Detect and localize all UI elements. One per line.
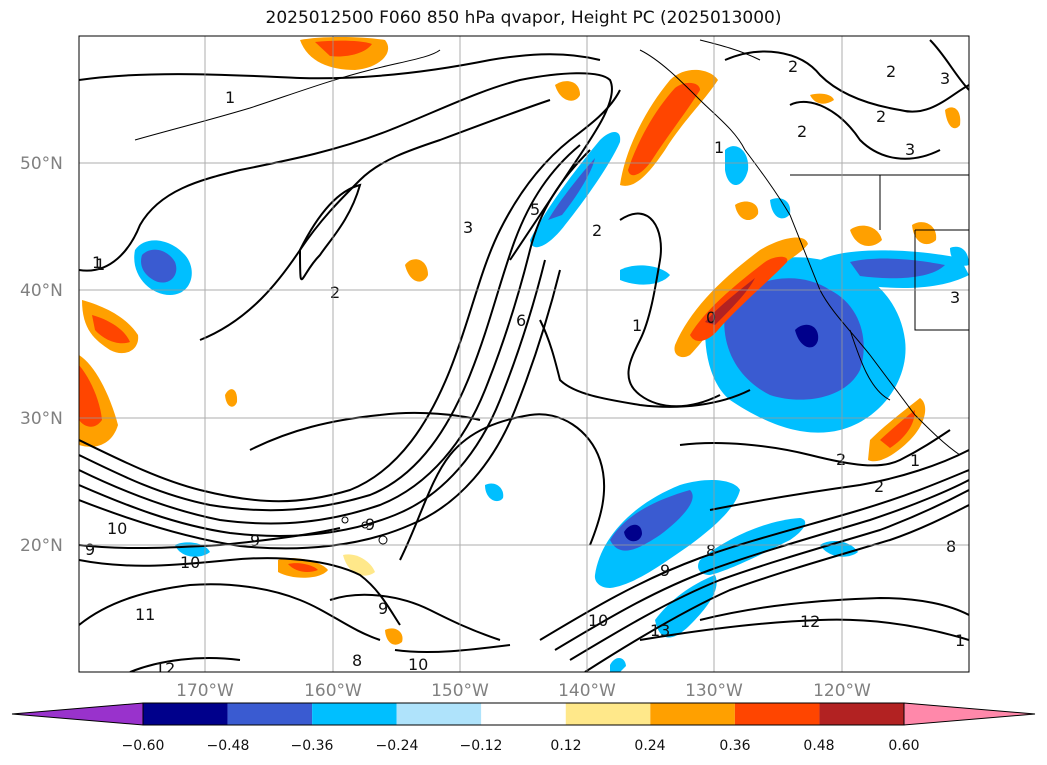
colorbar-frame [142,702,905,726]
contour-label: 1 [225,88,235,107]
lat-label: 30°N [20,409,63,429]
gridlines [79,36,969,672]
contour-label: 11 [135,605,155,624]
contour-label: 1 [714,138,724,157]
colorbar-tick-label: −0.60 [122,738,165,754]
colorbar-tick-label: 0.24 [634,738,665,754]
lat-label: 50°N [20,154,63,174]
colorbar-segment [819,703,904,725]
contour-label: 10 [180,553,200,572]
coastlines [134,39,969,545]
colorbar-segment [565,703,651,725]
lon-label: 170°W [176,681,234,701]
contour-label: 3 [905,140,915,159]
colorbar-segment [734,703,820,725]
map-panel: 1 2 3 5 6 2 1 0 2 3 2 2 1 3 2 3 1 2 1 10 [78,35,970,678]
contour-label: 3 [950,288,960,307]
colorbar-extend-high [903,702,1036,726]
colorbar-segment [227,703,313,725]
colorbar-tick-label: 0.60 [888,738,919,754]
map-title: 2025012500 F060 850 hPa qvapor, Height P… [265,8,782,28]
contour-label: 8 [946,537,956,556]
contour-label: 6 [516,311,526,330]
lat-label: 20°N [20,536,63,556]
lon-label: 160°W [304,681,362,701]
colorbar-tick-label: 0.48 [803,738,834,754]
lon-label: 130°W [685,681,743,701]
colorbar-ticks: −0.60 −0.48 −0.36 −0.24 −0.12 0.12 0.24 … [122,738,920,754]
contour-label: 12 [155,659,175,678]
contour-label: 10 [408,655,428,674]
lat-label: 40°N [20,281,63,301]
contour-label: 2 [797,122,807,141]
contour-label: 9 [365,515,375,534]
contour-labels: 1 2 3 5 6 2 1 0 2 3 2 2 1 3 2 3 1 2 1 10 [85,57,965,678]
colorbar-segment [143,703,228,725]
contour-label: 10 [107,519,127,538]
colorbar-extend-low [11,702,144,726]
colorbar-segment [312,703,397,725]
contour-label: 0 [706,308,716,327]
contour-label: 2 [330,283,340,302]
contour-label: 13 [650,621,670,640]
contour-label: 3 [463,218,473,237]
contour-label: 3 [940,69,950,88]
contour-label: 8 [352,651,362,670]
contour-label: 2 [886,62,896,81]
lon-label: 150°W [431,681,489,701]
contour-label: 1 [95,255,105,274]
contour-label: 9 [378,599,388,618]
qvapor-shading [79,37,969,672]
contour-label: 2 [788,57,798,76]
colorbar-tick-label: −0.48 [207,738,250,754]
longitude-labels: 170°W 160°W 150°W 140°W 130°W 120°W [176,681,871,701]
contour-label: 9 [250,531,260,550]
contour-label: 1 [92,253,102,272]
contour-label: 9 [85,540,95,559]
colorbar-segment [396,703,482,725]
latitude-labels: 50°N 40°N 30°N 20°N [20,154,63,556]
contour-label: 12 [800,612,820,631]
lon-label: 140°W [558,681,616,701]
lon-label: 120°W [813,681,871,701]
contour-label: 2 [874,477,884,496]
colorbar-tick-label: 0.36 [719,738,750,754]
colorbar-segments [11,702,1036,726]
colorbar-segment [481,703,566,725]
colorbar-segment [650,703,735,725]
colorbar-tick-label: −0.36 [291,738,334,754]
contour-label: 8 [706,541,716,560]
contour-label: 2 [876,107,886,126]
contour-label: 2 [592,221,602,240]
colorbar: −0.60 −0.48 −0.36 −0.24 −0.12 0.12 0.24 … [11,702,1036,754]
colorbar-tick-label: 0.12 [550,738,581,754]
colorbar-tick-label: −0.24 [376,738,419,754]
contour-label: 1 [910,451,920,470]
contour-label: 1 [632,316,642,335]
contour-label: 1 [955,631,965,650]
contour-label: 5 [530,200,540,219]
colorbar-tick-label: −0.12 [460,738,503,754]
contour-label: 9 [660,561,670,580]
contour-label: 10 [588,611,608,630]
contour-label: 2 [836,450,846,469]
